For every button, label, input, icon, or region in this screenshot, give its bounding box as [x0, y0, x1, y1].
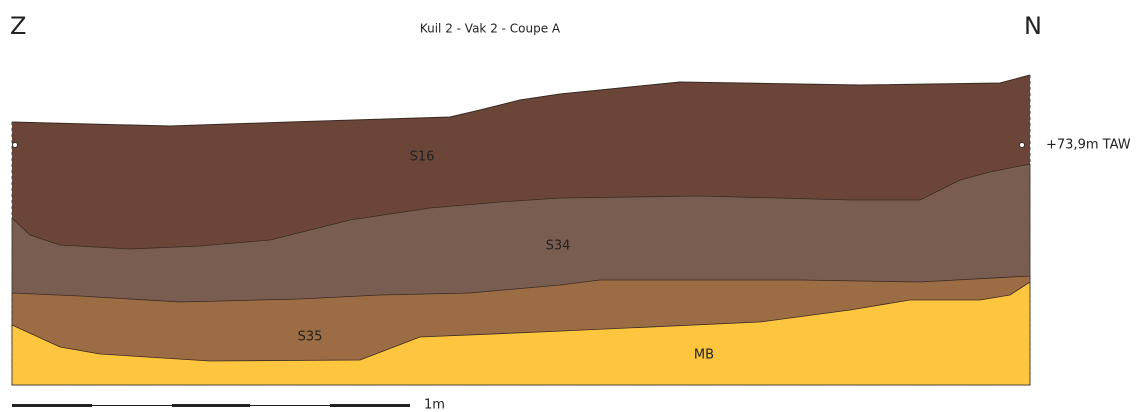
layer-label: S35 — [298, 330, 323, 345]
scale-segment — [12, 404, 92, 407]
layer-label: MB — [694, 348, 714, 363]
layer-label: S16 — [410, 150, 435, 165]
scale-bar — [12, 404, 410, 407]
direction-right: N — [1024, 12, 1042, 40]
scale-segment — [92, 405, 172, 406]
top-line — [11, 74, 1031, 127]
layer-label: S34 — [546, 239, 571, 254]
scale-segment — [330, 404, 410, 407]
scale-segment — [172, 404, 250, 407]
scale-segment — [250, 405, 330, 406]
level-label: +73,9m TAW — [1046, 138, 1131, 153]
direction-left: Z — [10, 12, 26, 40]
level-point — [12, 142, 18, 148]
level-point — [1019, 142, 1025, 148]
scale-label: 1m — [424, 398, 445, 412]
title: Kuil 2 - Vak 2 - Coupe A — [420, 22, 561, 36]
